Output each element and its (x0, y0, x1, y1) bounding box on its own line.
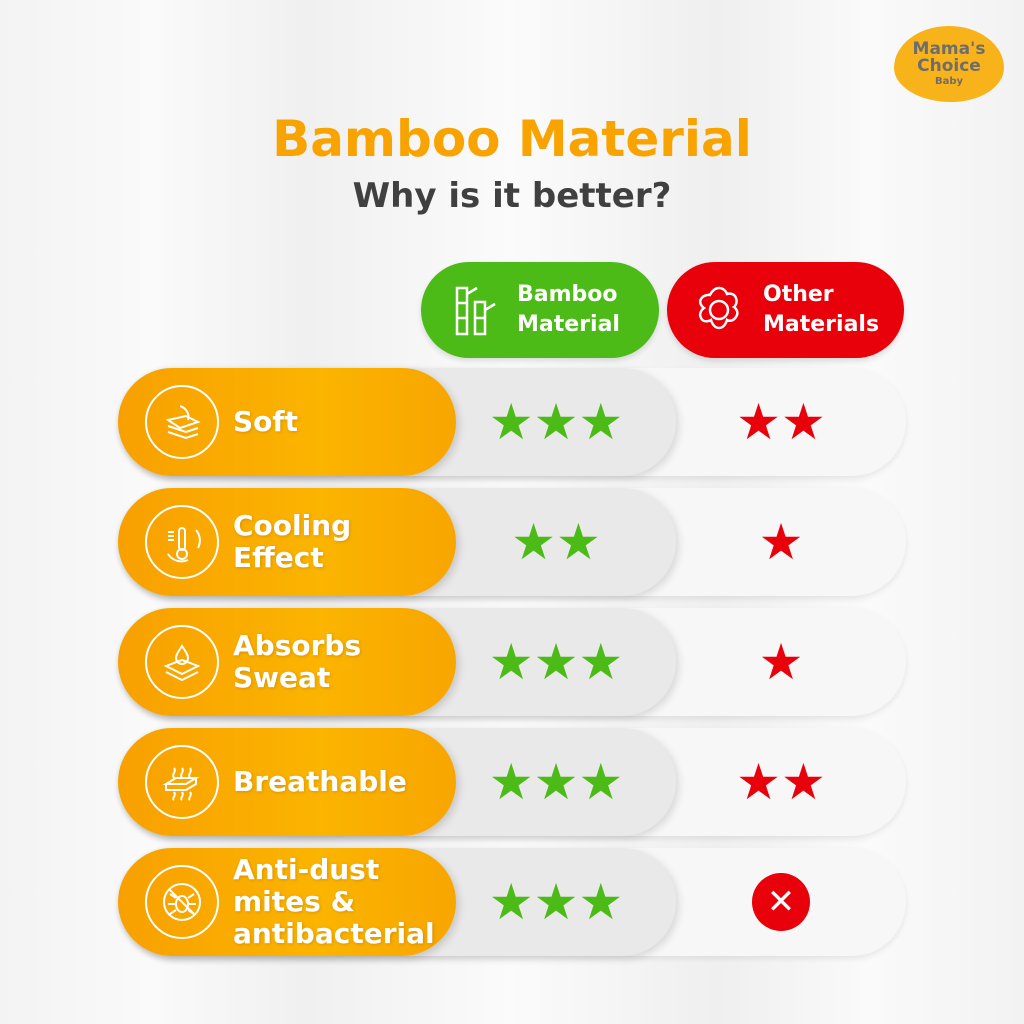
bamboo-rating: ★ ★ ★ (456, 608, 656, 716)
row-label-pill: Absorbs Sweat (118, 608, 456, 716)
row-label: Cooling Effect (233, 508, 352, 574)
bamboo-icon (455, 286, 496, 336)
green-star-icon: ★ (533, 393, 579, 451)
page-subtitle: Why is it better? (352, 176, 672, 216)
column-header-label: Other Materials (763, 282, 880, 337)
row-label-pill: Breathable (118, 728, 456, 836)
comparison-row: Absorbs Sweat ★ ★ ★ ★ (118, 608, 906, 716)
other-rating: ★ ★ (676, 368, 886, 476)
airflow-icon (145, 745, 219, 819)
red-star-icon: ★ (781, 393, 826, 451)
row-label: Breathable (233, 764, 407, 798)
row-label: Absorbs Sweat (233, 628, 362, 694)
green-star-icon: ★ (578, 873, 624, 931)
green-star-icon: ★ (488, 873, 534, 931)
green-star-icon: ★ (488, 393, 534, 451)
other-rating: ★ (676, 608, 886, 716)
row-label: Anti-dust mites & antibacterial (233, 852, 435, 951)
brand-logo: Mama's Choice Baby (894, 26, 1004, 102)
red-star-icon: ★ (781, 753, 826, 811)
green-star-icon: ★ (578, 753, 624, 811)
bamboo-rating: ★ ★ ★ (456, 728, 656, 836)
x-circle-icon: ✕ (752, 873, 810, 931)
green-star-icon: ★ (533, 633, 579, 691)
green-star-icon: ★ (488, 753, 534, 811)
other-rating: ★ ★ (676, 728, 886, 836)
column-header-other: Other Materials (667, 262, 904, 358)
page-title: Bamboo Material (272, 110, 752, 168)
red-star-icon: ★ (736, 393, 781, 451)
comparison-row: Cooling Effect ★ ★ ★ (118, 488, 906, 596)
row-label-pill: Anti-dust mites & antibacterial (118, 848, 456, 956)
row-label-pill: Soft (118, 368, 456, 476)
bamboo-rating: ★ ★ ★ (456, 848, 656, 956)
red-star-icon: ★ (758, 513, 804, 571)
logo-text: Mama's (912, 39, 986, 59)
green-star-icon: ★ (578, 633, 624, 691)
green-star-icon: ★ (533, 873, 579, 931)
other-rating: ✕ (676, 848, 886, 956)
no-mite-icon (145, 865, 219, 939)
row-label-pill: Cooling Effect (118, 488, 456, 596)
thermometer-icon (145, 505, 219, 579)
other-rating: ★ (676, 488, 886, 596)
feather-fabric-icon (145, 385, 219, 459)
green-star-icon: ★ (578, 393, 624, 451)
cotton-icon (698, 286, 739, 330)
green-star-icon: ★ (533, 753, 579, 811)
green-star-icon: ★ (511, 513, 556, 571)
column-header-label: Bamboo Material (517, 282, 620, 337)
water-drop-fabric-icon (145, 625, 219, 699)
green-star-icon: ★ (556, 513, 601, 571)
green-star-icon: ★ (488, 633, 534, 691)
logo-text: Choice (917, 56, 981, 76)
row-label: Soft (233, 404, 298, 438)
bamboo-rating: ★ ★ (456, 488, 656, 596)
column-header-bamboo: Bamboo Material (421, 262, 659, 358)
logo-text: Baby (934, 76, 964, 87)
red-star-icon: ★ (736, 753, 781, 811)
comparison-row: Soft ★ ★ ★ ★ ★ (118, 368, 906, 476)
comparison-row: Anti-dust mites & antibacterial ★ ★ ★ ✕ (118, 848, 906, 956)
comparison-row: Breathable ★ ★ ★ ★ ★ (118, 728, 906, 836)
red-star-icon: ★ (758, 633, 804, 691)
bamboo-rating: ★ ★ ★ (456, 368, 656, 476)
